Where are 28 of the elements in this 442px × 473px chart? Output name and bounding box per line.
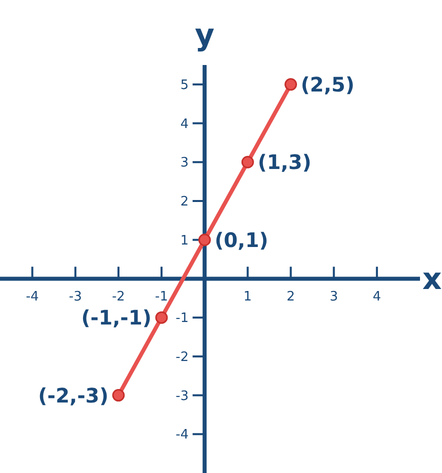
- y-tick-label: -3: [176, 388, 189, 404]
- x-tick-label: 3: [330, 290, 338, 305]
- x-tick-label: 1: [244, 290, 252, 305]
- point: [241, 156, 254, 168]
- x-tick-label: -1: [155, 290, 168, 305]
- annotation: (-1,-1): [81, 306, 152, 330]
- y-tick-label: 2: [180, 194, 189, 210]
- x-tick-label: -3: [68, 290, 82, 305]
- x-tick-label: 4: [372, 290, 382, 305]
- y-tick-label: 1: [180, 233, 189, 248]
- y-tick-label: 5: [180, 78, 189, 93]
- y-tick-label: -4: [176, 428, 189, 443]
- x-tick-label: -2: [112, 290, 125, 305]
- x-tick-label: -4: [26, 290, 39, 305]
- y-tick-label: -1: [176, 311, 189, 326]
- annotation: (2,5): [300, 72, 354, 96]
- annotation: (-2,-3): [38, 383, 108, 408]
- x-axis-title: x: [422, 262, 442, 298]
- point: [112, 389, 125, 402]
- y-tick-label: 3: [180, 156, 189, 171]
- y-axis-title: y: [194, 18, 215, 53]
- y-tick-label: 4: [180, 116, 189, 132]
- point: [155, 311, 168, 324]
- annotation: (0,1): [214, 228, 268, 252]
- point: [284, 78, 298, 91]
- annotation: (1,3): [258, 150, 312, 174]
- x-tick-label: 2: [286, 290, 295, 305]
- y-tick-label: -2: [176, 350, 189, 365]
